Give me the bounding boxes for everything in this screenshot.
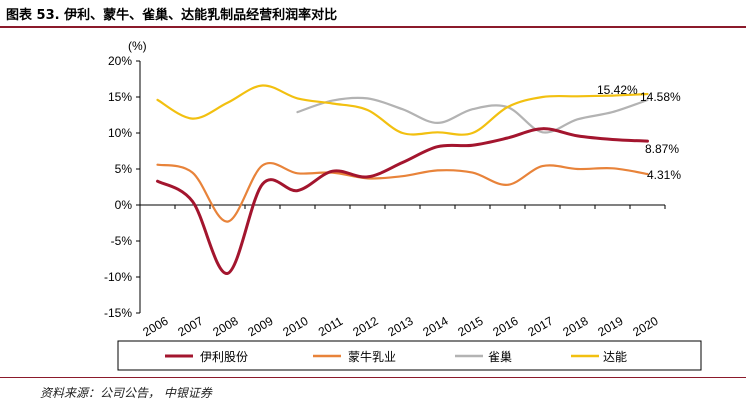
legend-box <box>117 340 702 371</box>
chart-legend: 伊利股份 蒙牛乳业 雀巢 达能 <box>117 340 702 371</box>
x-tick-label: 2009 <box>245 314 275 340</box>
title-rule <box>0 26 746 28</box>
x-tick-label: 2017 <box>525 314 555 340</box>
figure-title: 图表 53. 伊利、蒙牛、雀巢、达能乳制品经营利润率对比 <box>6 8 338 23</box>
y-tick-label: -5% <box>111 234 133 248</box>
end-value-label: 8.87% <box>645 142 679 156</box>
series-line-3 <box>296 96 649 134</box>
source-note: 资料来源：公司公告， 中银证券 <box>40 386 212 400</box>
y-tick-label: 20% <box>108 54 132 68</box>
x-tick-label: 2006 <box>140 314 170 340</box>
x-tick-label: 2013 <box>385 314 415 340</box>
chart-end-labels: 15.42% 14.58% 8.87% 4.31% <box>597 83 681 182</box>
legend-label: 蒙牛乳业 <box>348 349 396 364</box>
x-tick-label: 2018 <box>560 314 590 340</box>
x-tick-label: 2014 <box>420 314 450 340</box>
x-tick-label: 2008 <box>210 314 240 340</box>
y-tick-label: 5% <box>115 162 133 176</box>
x-tick-label: 2020 <box>630 314 660 340</box>
series-line-4 <box>156 84 649 136</box>
x-tick-label: 2012 <box>350 314 380 340</box>
series-line-2 <box>156 161 649 223</box>
end-value-label: 14.58% <box>640 90 681 104</box>
legend-label: 伊利股份 <box>200 350 248 364</box>
end-value-label: 15.42% <box>597 83 638 97</box>
y-tick-label: -15% <box>104 306 132 320</box>
legend-label: 达能 <box>603 350 627 364</box>
bottom-rule <box>0 377 746 378</box>
end-value-label: 4.31% <box>647 168 681 182</box>
y-tick-label: 15% <box>108 90 132 104</box>
y-tick-label: 10% <box>108 126 132 140</box>
x-tick-label: 2010 <box>280 314 310 340</box>
series-line-1 <box>156 127 649 275</box>
legend-label: 雀巢 <box>488 350 512 364</box>
x-tick-label: 2007 <box>175 314 205 340</box>
y-tick-label: -10% <box>104 270 132 284</box>
chart-axes: -15%-10%-5%0%5%10%15%20%(%)2006 2007 2008 2… <box>104 39 666 340</box>
chart-series <box>156 84 649 275</box>
x-tick-label: 2011 <box>316 314 346 339</box>
y-tick-label: 0% <box>115 198 133 212</box>
y-axis-unit: (%) <box>128 39 147 53</box>
x-tick-label: 2015 <box>455 314 485 340</box>
x-tick-label: 2016 <box>490 314 520 340</box>
x-tick-label: 2019 <box>595 314 625 340</box>
